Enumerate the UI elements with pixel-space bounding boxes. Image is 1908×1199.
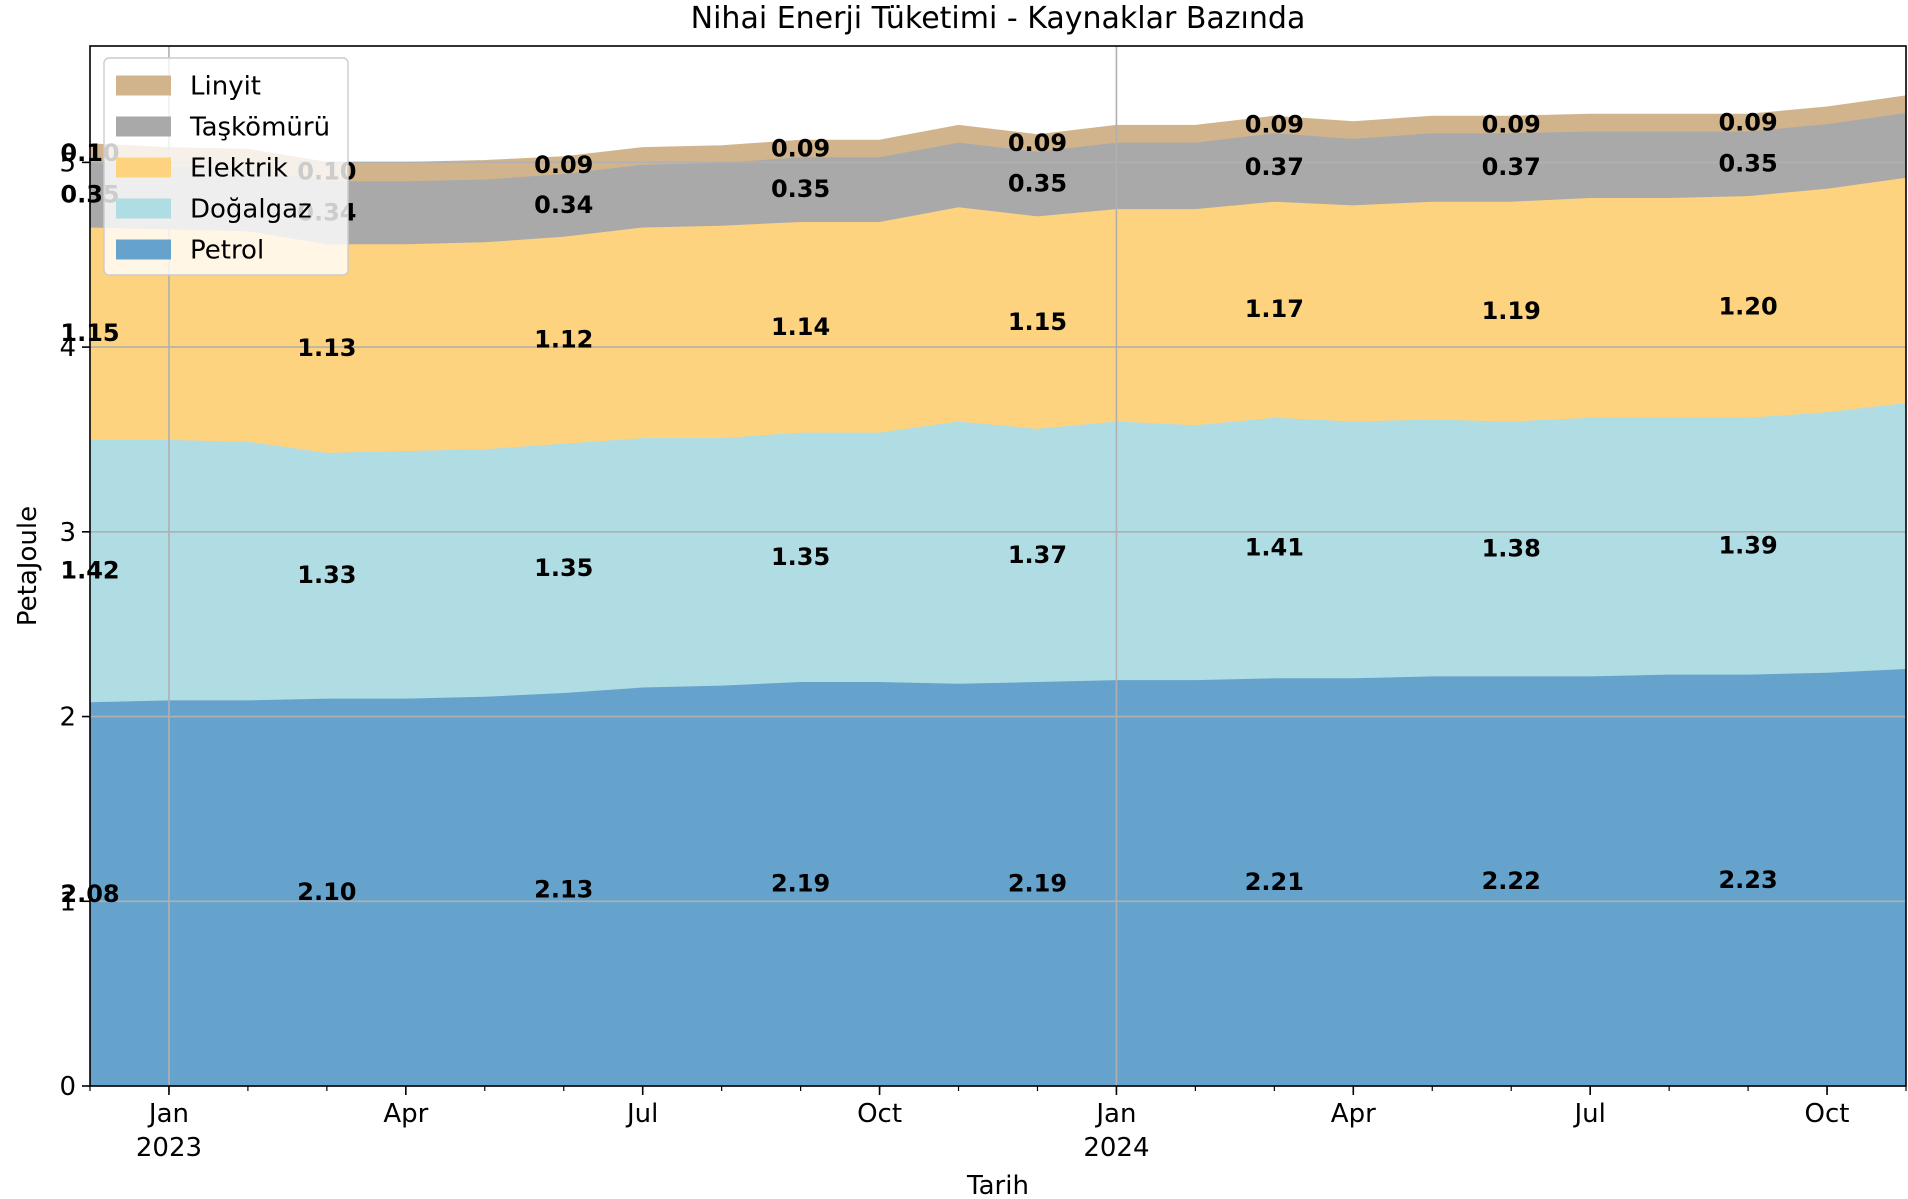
data-label: 2.19: [771, 870, 830, 898]
data-label: 2.10: [297, 878, 356, 906]
legend-swatch-taşkömürü: [116, 116, 171, 137]
data-label: 2.23: [1718, 866, 1777, 894]
data-label: 1.19: [1482, 297, 1541, 325]
y-tick-label: 2: [59, 703, 76, 733]
area-petrol: [89, 667, 1907, 1087]
data-label: 1.41: [1245, 534, 1304, 562]
data-label: 0.35: [1718, 149, 1777, 177]
data-label: 1.35: [534, 554, 593, 582]
legend-label: Elektrik: [190, 154, 288, 184]
x-tick-year-label: 2024: [1083, 1133, 1149, 1163]
data-label: 2.19: [1008, 870, 1067, 898]
data-label: 0.35: [1008, 170, 1067, 198]
data-label: 1.33: [297, 561, 356, 589]
data-label: 0.35: [771, 175, 830, 203]
x-tick-label: Apr: [383, 1099, 428, 1129]
area-layer: [89, 95, 1907, 1087]
y-tick-label: 3: [59, 518, 76, 548]
data-label: 1.39: [1718, 532, 1777, 560]
data-label: 1.15: [1008, 308, 1067, 336]
data-label: 1.37: [1008, 541, 1067, 569]
data-label: 0.37: [1482, 153, 1541, 181]
data-label: 0.09: [1482, 111, 1541, 139]
legend-frame: [103, 57, 349, 276]
data-label: 1.35: [771, 543, 830, 571]
data-label: 0.37: [1245, 153, 1304, 181]
data-label: 0.09: [534, 151, 593, 179]
data-label: 1.20: [1718, 292, 1777, 320]
x-tick-label: Jul: [625, 1099, 658, 1129]
data-label: 2.13: [534, 875, 593, 903]
x-tick-label: Oct: [857, 1099, 902, 1129]
data-label: 0.09: [1245, 111, 1304, 139]
legend-label: Doğalgaz: [190, 195, 312, 225]
x-tick-label: Jan: [147, 1099, 189, 1129]
x-tick-label: Jan: [1094, 1099, 1136, 1129]
legend-swatch-elektrik: [116, 157, 171, 178]
y-tick-label: 4: [59, 333, 76, 363]
y-tick-label: 0: [59, 1072, 76, 1102]
x-tick-year-label: 2023: [136, 1133, 202, 1163]
legend-swatch-linyit: [116, 75, 171, 96]
data-label: 1.17: [1245, 295, 1304, 323]
legend-label: Taşkömürü: [189, 113, 330, 143]
data-label: 0.09: [1718, 109, 1777, 137]
data-label: 0.34: [534, 191, 593, 219]
data-label: 0.09: [1008, 129, 1067, 157]
y-tick-label: 5: [59, 148, 76, 178]
chart-title: Nihai Enerji Tüketimi - Kaynaklar Bazınd…: [691, 1, 1306, 36]
data-label: 2.21: [1245, 868, 1304, 896]
plot-frame: [89, 45, 1907, 1087]
y-axis-title: PetaJoule: [13, 506, 43, 626]
legend-swatch-doğalgaz: [116, 198, 171, 219]
data-label: 2.22: [1482, 867, 1541, 895]
x-tick-label: Oct: [1805, 1099, 1850, 1129]
legend-label: Petrol: [190, 236, 264, 266]
legend: Linyit Taşkömürü Elektrik Doğalgaz Petrol: [103, 57, 349, 276]
legend-swatch-petrol: [116, 239, 171, 260]
x-tick-label: Jul: [1572, 1099, 1605, 1129]
x-axis-title: Tarih: [966, 1171, 1029, 1199]
data-label: 0.09: [771, 135, 830, 163]
axes-layer: 0 1 2 3 4 5 Jan 2023 Apr Jul Oct Jan 2024 Apr Jul Oct: [59, 148, 1907, 1163]
data-label: 1.38: [1482, 534, 1541, 562]
legend-label: Linyit: [190, 72, 261, 102]
data-label: 1.12: [534, 326, 593, 354]
y-tick-label: 1: [59, 887, 76, 917]
data-label: 1.14: [771, 313, 830, 341]
data-label: 1.13: [297, 334, 356, 362]
x-tick-label: Apr: [1331, 1099, 1376, 1129]
